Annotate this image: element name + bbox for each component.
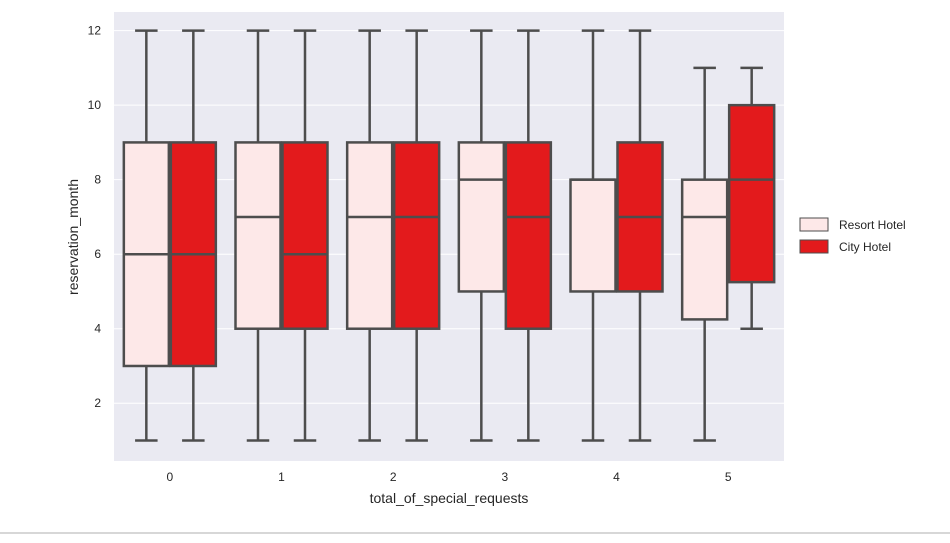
iqr-box — [727, 103, 776, 284]
box-resort-hotel-4 — [569, 29, 617, 442]
legend-label: City Hotel — [839, 240, 891, 254]
box-city-hotel-1 — [281, 29, 329, 442]
iqr-box — [457, 141, 506, 293]
y-axis-label: reservation_month — [65, 179, 81, 295]
y-tick-label: 4 — [94, 322, 101, 336]
gridlines — [114, 30, 784, 404]
iqr-box — [569, 178, 617, 293]
legend-swatch — [799, 217, 829, 232]
iqr-box — [281, 141, 329, 330]
x-tick-label: 0 — [166, 470, 173, 484]
iqr-box — [680, 178, 729, 321]
box-city-hotel-4 — [616, 29, 664, 442]
y-tick-label: 10 — [88, 98, 102, 112]
box-city-hotel-2 — [392, 29, 441, 442]
x-tick-label: 5 — [725, 470, 732, 484]
bottom-divider — [0, 532, 950, 534]
plot-area — [114, 12, 784, 461]
legend-label: Resort Hotel — [839, 218, 906, 232]
x-tick-label: 3 — [501, 470, 508, 484]
x-axis-label: total_of_special_requests — [370, 490, 529, 506]
box-city-hotel-3 — [504, 29, 553, 442]
y-tick-label: 2 — [94, 396, 101, 410]
iqr-box — [392, 141, 441, 330]
iqr-box — [234, 141, 282, 330]
boxes — [122, 29, 776, 442]
box-resort-hotel-3 — [457, 29, 506, 442]
box-resort-hotel-0 — [122, 29, 171, 442]
x-tick-label: 2 — [390, 470, 397, 484]
box-resort-hotel-1 — [234, 29, 282, 442]
box-resort-hotel-5 — [680, 66, 729, 442]
iqr-box — [504, 141, 553, 330]
y-axis-ticks: 2 4 6 8 10 12 — [88, 24, 102, 411]
x-tick-label: 1 — [278, 470, 285, 484]
legend-swatch — [799, 239, 829, 254]
x-axis-ticks: 0 1 2 3 4 5 — [166, 470, 731, 484]
box-resort-hotel-2 — [345, 29, 394, 442]
y-tick-label: 12 — [88, 24, 102, 38]
box-city-hotel-5 — [727, 66, 776, 330]
legend: Resort Hotel City Hotel — [799, 217, 906, 254]
iqr-box — [345, 141, 394, 330]
y-tick-label: 6 — [94, 247, 101, 261]
box-city-hotel-0 — [169, 29, 218, 442]
x-tick-label: 4 — [613, 470, 620, 484]
y-tick-label: 8 — [94, 173, 101, 187]
